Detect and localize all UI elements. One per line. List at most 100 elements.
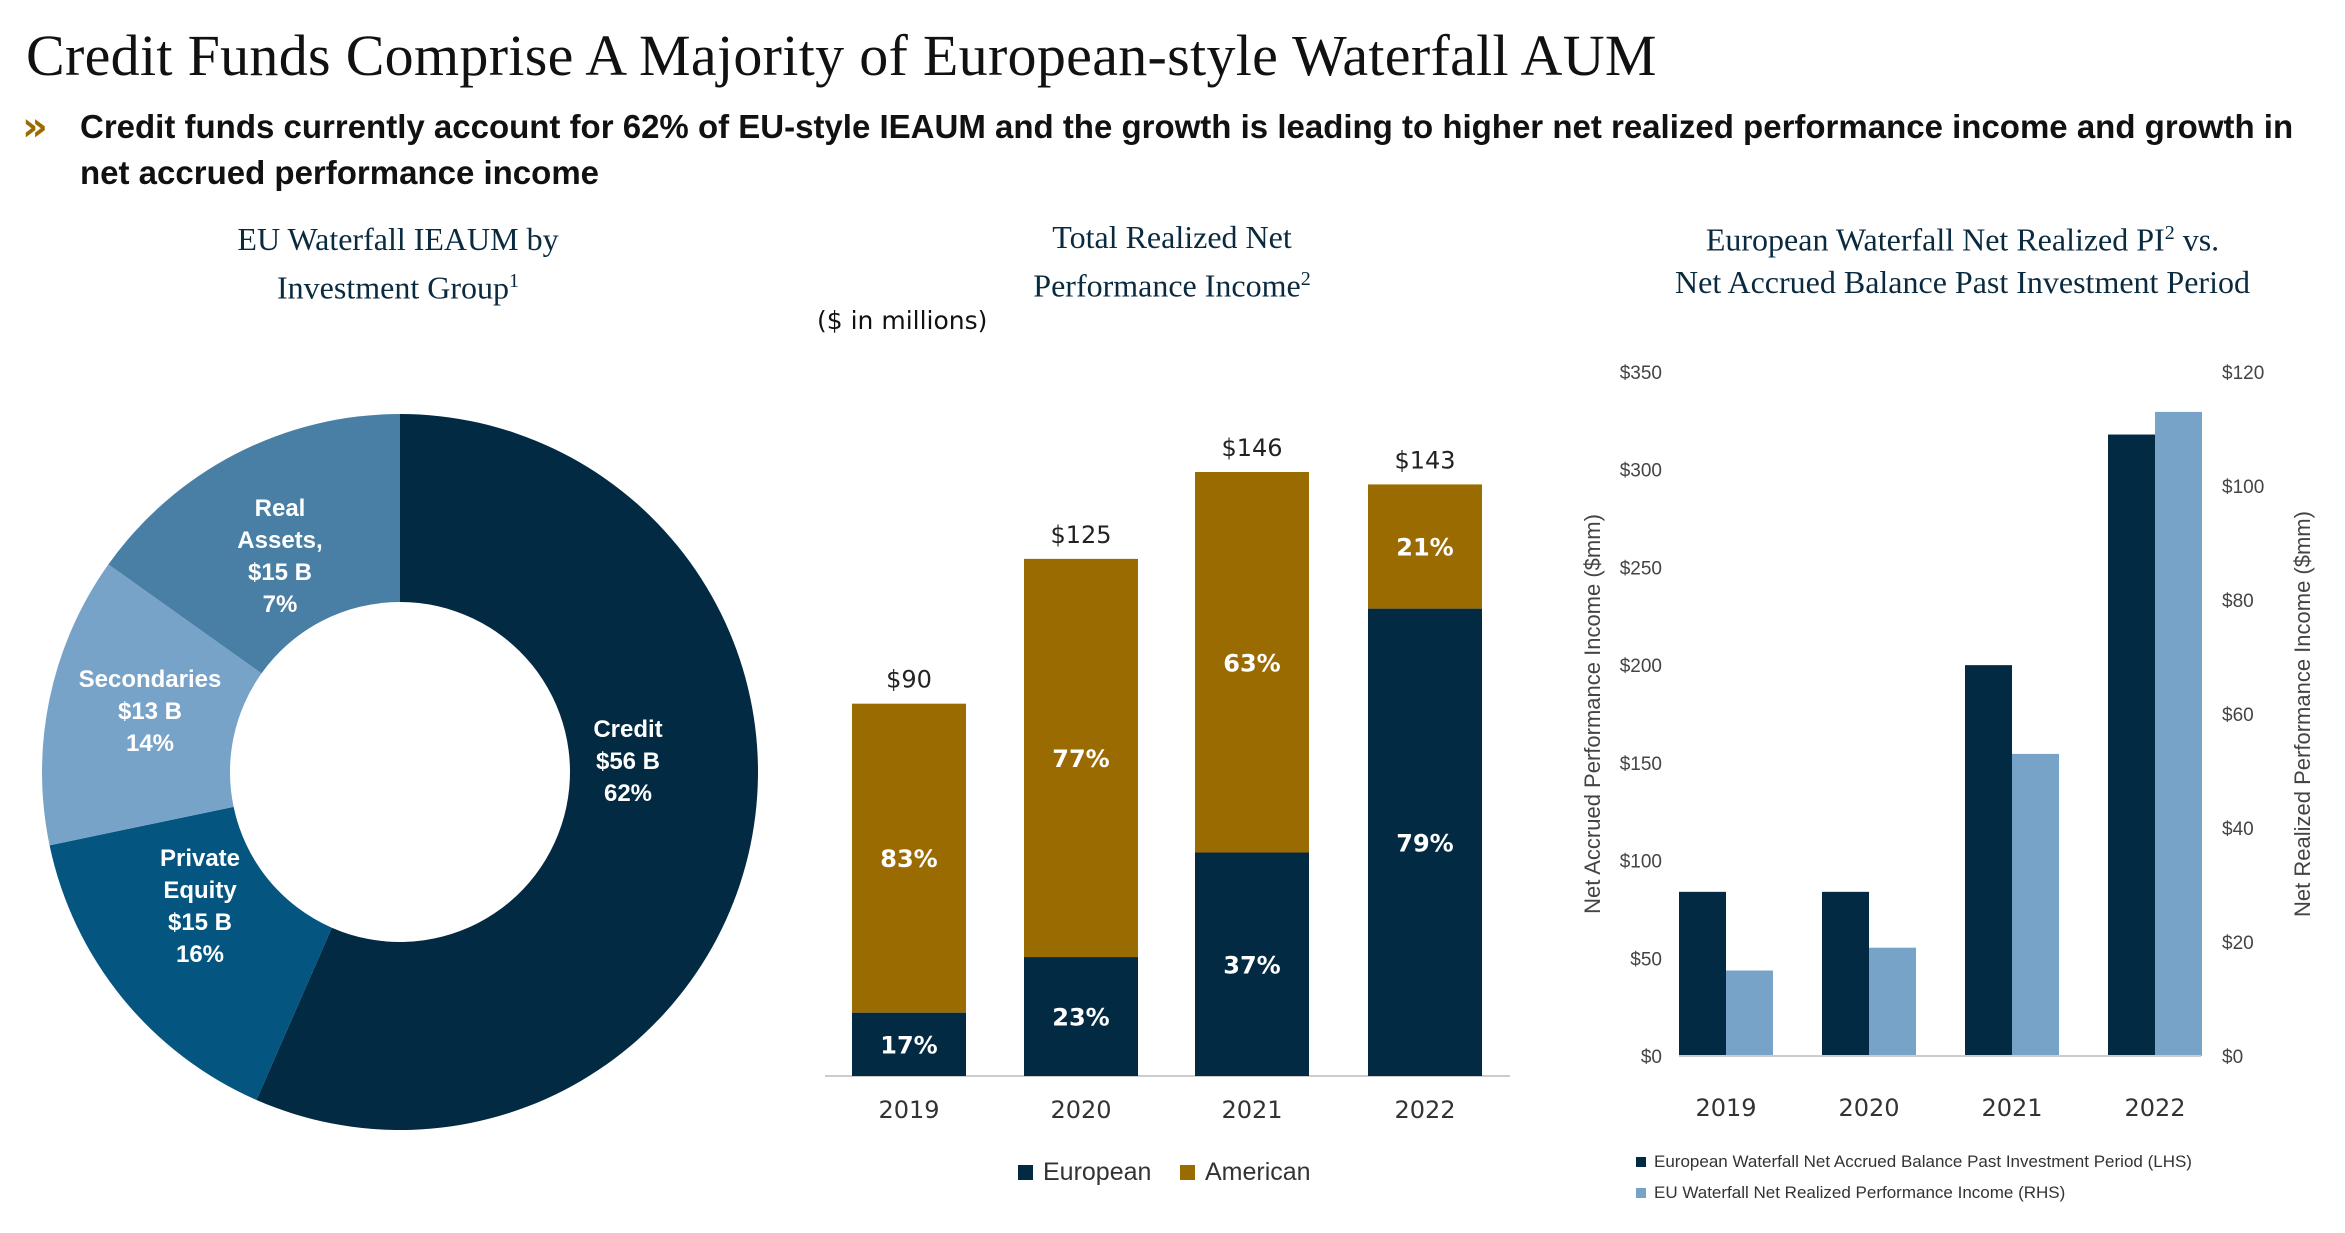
segment-label-american: 83% [880,845,937,873]
footnote-marker: 2 [1300,268,1311,290]
legend-item-american: American [1180,1158,1311,1187]
y-left-axis-title: Net Accrued Performance Income ($mm) [1580,514,1605,914]
stacked-title-line1: Total Realized Net [1052,219,1292,255]
donut-slice-label: Secondaries [79,666,222,693]
legend-item-net-accrued: European Waterfall Net Accrued Balance P… [1636,1152,2192,1172]
x-tick-label: 2021 [1981,1094,2042,1122]
donut-slice-label: Credit [593,716,662,743]
donut-slice-label: $15 B [168,909,232,936]
total-label: $146 [1221,434,1282,462]
footnote-marker: 1 [508,270,519,292]
y-left-tick-label: $50 [1630,949,1662,970]
segment-label-american: 21% [1396,534,1453,562]
donut-slice-label: Private [160,845,240,872]
legend-label: American [1205,1158,1311,1186]
bar-segment-european [852,1012,966,1076]
donut-slice-label: $56 B [596,748,660,775]
double-chevron-right-icon: » [22,104,48,150]
donut-slice-label: $13 B [118,698,182,725]
donut-slice-label: 16% [176,941,224,968]
donut-slice-label: 7% [263,591,298,618]
bar-net-realized [2155,411,2202,1056]
y-right-tick-label: $0 [2222,1047,2243,1068]
x-tick-label: 2022 [1394,1096,1455,1124]
segment-label-european: 79% [1396,829,1453,857]
total-label: $143 [1394,446,1455,474]
y-right-tick-label: $80 [2222,591,2254,612]
stacked-chart-title: Total Realized Net Performance Income2 [922,216,1422,307]
legend-item-net-realized: EU Waterfall Net Realized Performance In… [1636,1183,2065,1203]
donut-slice [49,806,332,1100]
y-right-tick-label: $100 [2222,477,2264,498]
bar-net-accrued [2108,434,2155,1057]
donut-slice-label: Equity [163,877,237,904]
dual-title-line2: Net Accrued Balance Past Investment Peri… [1675,263,2250,300]
stacked-title-line2: Performance Income [1033,267,1301,304]
x-tick-label: 2022 [2124,1094,2185,1122]
dual-axis-chart-title: European Waterfall Net Realized PI2 vs. … [1580,212,2345,303]
x-tick-label: 2019 [878,1096,939,1124]
bar-net-accrued [1822,891,1869,1056]
legend-swatch [1636,1157,1646,1167]
legend-label: European [1043,1158,1152,1186]
bar-net-accrued [1679,891,1726,1056]
y-right-tick-label: $40 [2222,819,2254,840]
bar-net-realized [2012,753,2059,1056]
x-tick-label: 2021 [1221,1096,1282,1124]
x-tick-label: 2020 [1838,1094,1899,1122]
legend-swatch [1018,1165,1033,1180]
bar-segment-american [852,703,966,1013]
bar-segment-american [1368,484,1482,609]
segment-label-american: 77% [1052,745,1109,773]
legend-swatch [1180,1165,1195,1180]
donut-slice-label: 14% [126,730,174,757]
segment-label-european: 23% [1052,1004,1109,1032]
bar-segment-european [1368,608,1482,1076]
x-tick-label: 2019 [1695,1094,1756,1122]
y-right-axis-title: Net Realized Performance Income ($mm) [2290,511,2315,917]
units-label: ($ in millions) [817,306,988,335]
bar-net-accrued [1965,665,2012,1056]
y-left-tick-label: $150 [1620,754,1662,775]
page-title: Credit Funds Comprise A Majority of Euro… [26,23,1657,88]
y-left-tick-label: $200 [1620,656,1662,677]
bar-segment-european [1024,957,1138,1076]
y-left-tick-label: $250 [1620,558,1662,579]
bar-net-realized [1869,947,1916,1056]
donut-slice [108,414,400,674]
segment-label-european: 37% [1223,951,1280,979]
donut-slice [256,414,759,1130]
x-tick-label: 2020 [1050,1096,1111,1124]
legend-swatch [1636,1188,1646,1198]
bar-segment-american [1195,472,1309,853]
donut-slice-label: 62% [604,780,652,807]
donut-title-line1: EU Waterfall IEAUM by [237,221,559,257]
total-label: $125 [1050,521,1111,549]
donut-slice-label: $15 B [248,559,312,586]
y-right-tick-label: $60 [2222,705,2254,726]
segment-label-american: 63% [1223,649,1280,677]
donut-title-line2: Investment Group [277,269,509,306]
segment-label-european: 17% [880,1031,937,1059]
bar-segment-american [1024,558,1138,958]
footnote-marker: 2 [2164,222,2175,244]
dual-title-line1-end: vs. [2174,221,2220,258]
donut-slice [41,564,262,846]
legend-item-european: European [1018,1158,1151,1187]
y-left-tick-label: $100 [1620,852,1662,873]
page-subtitle: Credit funds currently account for 62% o… [80,108,2294,191]
dual-title-line1: European Waterfall Net Realized PI [1705,221,2165,258]
donut-slice-label: Assets, [237,527,322,554]
legend-label: European Waterfall Net Accrued Balance P… [1654,1152,2192,1171]
y-left-tick-label: $350 [1620,363,1662,384]
y-right-tick-label: $120 [2222,363,2264,384]
legend-label: EU Waterfall Net Realized Performance In… [1654,1183,2066,1202]
bar-segment-european [1195,852,1309,1076]
donut-chart-title: EU Waterfall IEAUM by Investment Group1 [148,218,648,309]
donut-slice-label: Real [255,495,306,522]
total-label: $90 [886,666,932,694]
y-left-tick-label: $300 [1620,461,1662,482]
bar-net-realized [1726,970,1773,1056]
y-left-tick-label: $0 [1641,1047,1662,1068]
